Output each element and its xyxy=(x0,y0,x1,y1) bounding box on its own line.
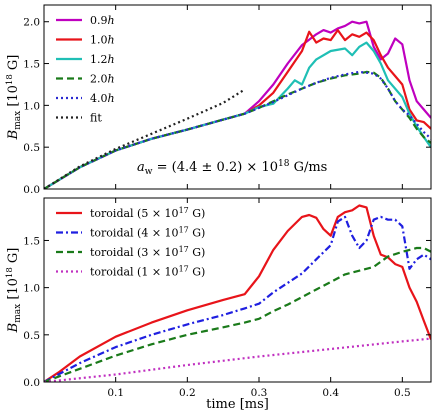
legend-label-0-3: 2.0h xyxy=(90,73,115,86)
x-tick-label-0: 0.1 xyxy=(107,387,124,399)
legend-label-0-2: 1.2h xyxy=(90,53,115,66)
x-tick-label-2: 0.3 xyxy=(251,387,268,399)
series-line-1-1 xyxy=(44,215,431,382)
y-axis-label-1: Bmax [1018 G] xyxy=(5,248,23,334)
y-tick-label-1-0: 0.0 xyxy=(23,377,40,389)
legend-label-1-0: toroidal (5 × 1017 G) xyxy=(90,206,205,220)
rate-annotation: aw = (4.4 ± 0.2) × 1018 G/ms xyxy=(137,159,327,177)
y-axis-label-0: Bmax [1018 G] xyxy=(5,55,23,141)
top-panel: 0.0 0.5 1.0 1.5 2.0 Bmax [1018 G] 0.9h 1.0h 1.2h… xyxy=(5,4,432,196)
y-tick-label-1-1: 0.5 xyxy=(23,330,40,342)
x-tick-label-1: 0.2 xyxy=(179,387,196,399)
y-tick-label-0-2: 1.0 xyxy=(23,100,40,112)
y-tick-label-0-4: 2.0 xyxy=(23,17,40,29)
y-tick-label-0-3: 1.5 xyxy=(23,59,40,71)
series-line-1-0 xyxy=(44,204,431,382)
y-tick-label-1-3: 1.5 xyxy=(23,235,40,247)
legend-label-1-1: toroidal (4 × 1017 G) xyxy=(90,226,205,240)
x-tick-label-3: 0.4 xyxy=(322,387,339,399)
legend-label-1-2: toroidal (3 × 1017 G) xyxy=(90,245,205,259)
series-line-1-2 xyxy=(44,246,431,382)
legend-label-1-3: toroidal (1 × 1017 G) xyxy=(90,265,205,279)
y-tick-label-0-1: 0.5 xyxy=(23,142,40,154)
legend-label-0-0: 0.9h xyxy=(90,14,115,27)
x-axis-label: time [ms] xyxy=(206,397,269,412)
y-tick-label-1-2: 1.0 xyxy=(23,283,40,295)
plot-frame-0 xyxy=(43,4,432,190)
x-tick-label-4: 0.5 xyxy=(394,387,411,399)
y-tick-label-0-0: 0.0 xyxy=(23,184,40,196)
series-line-0-4 xyxy=(44,70,431,189)
series-line-1-3 xyxy=(44,337,431,382)
legend-label-0-5: fit xyxy=(90,112,102,125)
legend-label-0-4: 4.0h xyxy=(90,92,115,105)
plot-frame-1 xyxy=(43,197,432,383)
legend-label-0-1: 1.0h xyxy=(90,34,115,47)
series-line-0-5 xyxy=(44,88,246,189)
